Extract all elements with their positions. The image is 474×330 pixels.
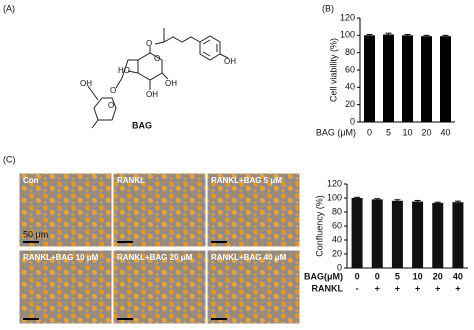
y-tick-label: 40 [345,82,355,92]
atom: OH [165,79,177,88]
x-axis-label: BAG (μM) [316,127,356,137]
atom: O [110,86,116,95]
micrograph-label: RANKL+BAG 40 μM [211,253,287,262]
bar [391,200,403,268]
y-tick-label: 20 [345,99,355,109]
bar [364,35,375,123]
bar [421,36,432,123]
atom: OH [224,57,236,66]
y-axis-label: Confluency (%) [314,195,324,257]
x-tick-label: + [415,283,420,293]
x-tick-label: 10 [413,271,423,281]
x-tick-label: 40 [440,127,450,137]
y-tick-label: 0 [350,116,355,126]
bar [412,201,424,268]
x-tick-label: - [356,283,359,293]
micrograph [18,249,113,325]
x-tick-label: + [455,283,460,293]
bar [351,198,363,268]
x-tick-label: 20 [433,271,443,281]
micrograph [18,172,113,248]
micrograph [112,172,207,248]
micrograph-label: RANKL+BAG 20 μM [117,253,193,262]
x-tick-label: 0 [367,127,372,137]
molecule: O O OH OH HO OH O O OH BAG [80,28,236,130]
bar [452,202,464,268]
bar [371,199,383,268]
y-tick-label: 40 [332,234,342,244]
y-tick-label: 100 [340,30,355,40]
micrograph [206,249,301,325]
y-tick-label: 60 [345,64,355,74]
y-tick-label: 120 [327,178,342,188]
x-tick-label: + [375,283,380,293]
micrograph-label: RANKL+BAG 10 μM [23,253,99,262]
y-tick-label: 80 [332,206,342,216]
y-axis-label: Cell viability (%) [328,38,338,102]
x-tick-label: 20 [421,127,431,137]
atom: O [146,39,152,48]
panel-label: (C) [3,154,16,164]
atom: OH [146,90,158,99]
x-tick-label: 10 [402,127,412,137]
panel-label: (B) [322,3,334,13]
micrograph [112,249,207,325]
y-tick-label: 120 [340,12,355,22]
panel-label: (A) [3,3,15,13]
micrograph-label: RANKL+BAG 5 μM [211,176,282,185]
y-tick-label: 100 [327,192,342,202]
y-tick-label: 80 [345,47,355,57]
y-tick-label: 20 [332,248,342,258]
micrograph-label: RANKL [117,176,145,185]
x-row-label: RANKL [312,283,344,293]
x-tick-label: 5 [386,127,391,137]
x-row-label: BAG(μM) [304,271,343,281]
atom: OH [80,79,92,88]
x-tick-label: 5 [395,271,400,281]
micrograph [206,172,301,248]
molecule-name: BAG [132,120,152,130]
bar [432,202,444,268]
scale-label: 50 μm [23,229,48,239]
x-tick-label: + [395,283,400,293]
bar [402,35,413,123]
x-tick-label: 0 [355,271,360,281]
atom: HO [118,66,130,75]
atom: O [108,101,114,110]
y-tick-label: 60 [332,220,342,230]
bar [440,36,451,123]
x-tick-label: 0 [375,271,380,281]
y-tick-label: 0 [337,262,342,272]
x-tick-label: 40 [453,271,463,281]
micrograph-label: Con [23,176,39,185]
atom: O [154,54,160,63]
x-tick-label: + [435,283,440,293]
bar [383,34,394,122]
